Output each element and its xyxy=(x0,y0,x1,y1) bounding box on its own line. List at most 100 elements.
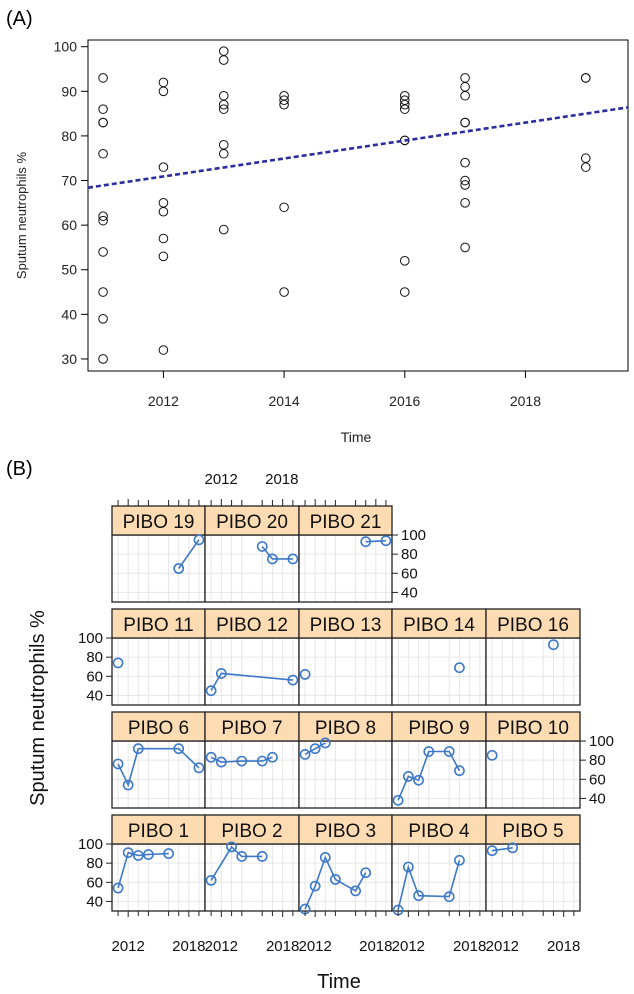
data-point xyxy=(236,851,248,862)
panel-pibo-16: PIBO 16 xyxy=(485,608,581,706)
data-point xyxy=(279,99,289,110)
x-tick-label: 2018 xyxy=(266,938,299,955)
data-point xyxy=(309,880,321,892)
data-point xyxy=(548,639,559,651)
data-point xyxy=(226,841,237,853)
data-point xyxy=(158,345,169,355)
data-point xyxy=(256,541,268,552)
y-tick-label: 80 xyxy=(86,649,103,666)
x-axis-label: Time xyxy=(317,971,361,993)
data-point xyxy=(460,175,470,186)
x-tick-label: 2018 xyxy=(265,471,298,488)
y-tick-label: 60 xyxy=(86,668,103,685)
data-point xyxy=(98,73,108,83)
series-line xyxy=(117,747,200,788)
x-tick-label: 2012 xyxy=(204,471,237,488)
data-point xyxy=(329,874,341,885)
x-tick-label: 2018 xyxy=(359,938,392,955)
data-point xyxy=(158,206,169,217)
strip-label: PIBO 12 xyxy=(216,615,288,636)
data-point xyxy=(98,247,108,257)
panel-pibo-14: PIBO 14 xyxy=(391,608,487,706)
data-point xyxy=(267,553,278,565)
strip-label: PIBO 11 xyxy=(123,615,193,636)
data-point xyxy=(402,771,414,782)
strip-label: PIBO 14 xyxy=(403,615,475,636)
data-point xyxy=(460,242,470,253)
data-point xyxy=(215,668,227,679)
strip xyxy=(391,814,487,845)
data-point xyxy=(460,73,470,83)
data-point xyxy=(399,104,410,114)
data-point xyxy=(256,851,268,862)
data-point xyxy=(454,662,465,674)
strip xyxy=(111,608,206,639)
panel-pibo-20: PIBO 20 xyxy=(204,499,300,603)
x-tick-label: 2012 xyxy=(148,393,179,409)
y-tick-label: 80 xyxy=(401,546,418,563)
data-point xyxy=(423,746,435,757)
data-point xyxy=(460,157,470,168)
panel-pibo-4: PIBO 4 2012 2018 xyxy=(391,814,487,955)
panel-pibo-8: PIBO 8 xyxy=(298,711,393,809)
y-tick-label: 80 xyxy=(589,752,606,769)
y-tick-label: 40 xyxy=(589,790,606,807)
strip-label: PIBO 19 xyxy=(123,512,195,533)
series-line xyxy=(491,847,513,852)
data-point xyxy=(460,117,470,128)
y-tick-label: 30 xyxy=(61,351,77,367)
data-point xyxy=(158,198,169,208)
strip xyxy=(485,608,581,639)
series-line xyxy=(210,672,293,692)
strip-label: PIBO 20 xyxy=(216,512,288,533)
data-point xyxy=(399,287,410,297)
strip xyxy=(391,608,487,639)
y-tick-label: 80 xyxy=(61,128,77,144)
data-point xyxy=(287,553,299,565)
panel-background xyxy=(299,844,392,911)
x-tick-label: 2018 xyxy=(547,938,580,955)
series-line xyxy=(210,845,263,881)
data-point xyxy=(218,90,229,101)
data-point xyxy=(218,140,229,150)
y-tick-label: 40 xyxy=(86,687,103,704)
strip-label: PIBO 13 xyxy=(310,615,382,636)
x-axis-label: Time xyxy=(341,429,372,445)
strip xyxy=(204,814,300,845)
series-line xyxy=(304,742,326,756)
panel-pibo-21: PIBO 21 xyxy=(298,499,393,603)
panel-pibo-2: PIBO 2 2012 2018 xyxy=(204,814,300,955)
panel-background xyxy=(205,741,299,808)
strip xyxy=(298,814,393,845)
y-tick-label: 40 xyxy=(61,306,77,322)
data-point xyxy=(205,751,217,763)
panel-background xyxy=(205,638,299,705)
panel-b-label: (B) xyxy=(6,458,33,480)
data-point xyxy=(173,563,185,574)
x-tick-label: 2018 xyxy=(510,393,541,409)
panel-pibo-3: PIBO 3 2012 2018 xyxy=(298,814,393,955)
data-point xyxy=(98,117,108,128)
data-point xyxy=(205,874,217,886)
data-point xyxy=(580,153,591,164)
y-tick-label: 60 xyxy=(61,217,77,233)
data-point xyxy=(122,847,134,859)
strip xyxy=(298,505,393,536)
data-point xyxy=(299,668,311,680)
strip-label: PIBO 6 xyxy=(128,718,189,739)
panel-pibo-12: PIBO 12 xyxy=(204,608,300,706)
panel-background xyxy=(205,844,299,911)
x-tick-label: 2018 xyxy=(172,938,205,955)
data-point xyxy=(287,674,299,686)
y-tick-label: 100 xyxy=(401,527,426,544)
data-point xyxy=(402,861,414,873)
data-point xyxy=(132,743,144,755)
chart-b: PIBO 19 2012 2018 PIBO 20 PIBO 21 40 60 80 100 PI… xyxy=(27,471,614,993)
panel-a-label: (A) xyxy=(6,8,33,30)
panel-pibo-11: PIBO 11 xyxy=(111,608,206,706)
data-point xyxy=(112,758,124,770)
y-tick-label: 80 xyxy=(86,855,103,872)
data-point xyxy=(98,287,108,297)
x-tick-label: 2018 xyxy=(453,938,486,955)
data-point xyxy=(460,180,470,190)
